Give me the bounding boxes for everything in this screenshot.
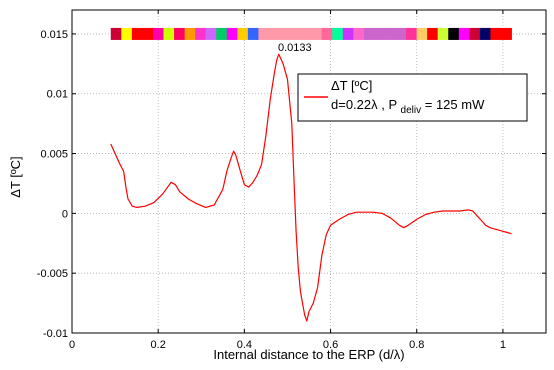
color-band-segment xyxy=(174,27,186,40)
color-band-segment xyxy=(479,27,491,40)
y-tick-label: -0.005 xyxy=(37,268,68,280)
x-tick-label: 1 xyxy=(500,339,506,351)
color-band-segment xyxy=(416,27,428,40)
tick-layer: 0 0.2 0.4 0.6 0.8 1 -0.01 -0.005 0 0.005 0.01 0.015 xyxy=(37,10,546,351)
color-band-segment xyxy=(110,27,122,40)
color-band-segment xyxy=(237,27,249,40)
color-band-segment xyxy=(458,27,470,40)
color-band-segment xyxy=(437,27,449,40)
color-band-segment xyxy=(490,27,502,40)
color-band-segment xyxy=(342,27,354,40)
color-band-segment xyxy=(247,27,259,40)
series-line xyxy=(110,53,512,322)
x-tick-label: 0.8 xyxy=(409,339,424,351)
legend: ΔT [ºC] d=0.22λ , P deliv = 125 mW xyxy=(297,73,528,122)
legend-title: ΔT [ºC] xyxy=(331,78,372,93)
color-band-segment xyxy=(321,27,333,40)
color-band-segment xyxy=(279,27,302,40)
color-band-segment xyxy=(469,27,481,40)
color-band-segment xyxy=(427,27,439,40)
x-axis-label: Internal distance to the ERP (d/λ) xyxy=(213,347,404,362)
color-band-segment xyxy=(216,27,228,40)
y-tick-label: 0.005 xyxy=(40,149,68,161)
color-band-segment xyxy=(131,27,154,40)
grid-layer xyxy=(72,10,546,334)
series-layer xyxy=(110,53,512,322)
color-band-segment xyxy=(448,27,460,40)
color-band-segment xyxy=(500,27,512,40)
color-band-segment xyxy=(195,27,207,40)
y-axis-label: ΔT [ºC] xyxy=(8,156,23,197)
legend-series-label: d=0.22λ , P deliv = 125 mW xyxy=(331,97,485,116)
legend-box xyxy=(297,73,528,122)
color-band-segment xyxy=(300,27,323,40)
color-band-segment xyxy=(205,27,217,40)
color-band-segment xyxy=(363,27,386,40)
x-tick-label: 0 xyxy=(69,339,75,351)
legend-series-prefix: d=0.22λ , P xyxy=(331,97,397,112)
color-band-segment xyxy=(384,27,407,40)
y-tick-label: 0 xyxy=(62,208,68,220)
color-band-segment xyxy=(226,27,238,40)
color-band-segment xyxy=(332,27,344,40)
annotation-peak-label: 0.0133 xyxy=(278,42,312,54)
legend-series-suffix: = 125 mW xyxy=(425,97,485,112)
color-band-segment xyxy=(258,27,280,40)
color-band-segment xyxy=(406,27,418,40)
y-tick-label: 0.01 xyxy=(47,89,68,101)
color-band-segment xyxy=(152,27,164,40)
x-tick-label: 0.6 xyxy=(323,339,338,351)
color-band-segment xyxy=(184,27,196,40)
color-band-segment xyxy=(121,27,133,40)
x-tick-label: 0.4 xyxy=(237,339,252,351)
legend-series-subscript: deliv xyxy=(401,105,422,116)
plot-frame xyxy=(71,9,547,334)
y-tick-label: 0.015 xyxy=(40,29,68,41)
color-band-segment xyxy=(353,27,365,40)
x-tick-label: 0.2 xyxy=(151,339,166,351)
color-band-segment xyxy=(163,27,175,40)
y-tick-label: -0.01 xyxy=(43,328,68,340)
color-band xyxy=(110,27,512,40)
